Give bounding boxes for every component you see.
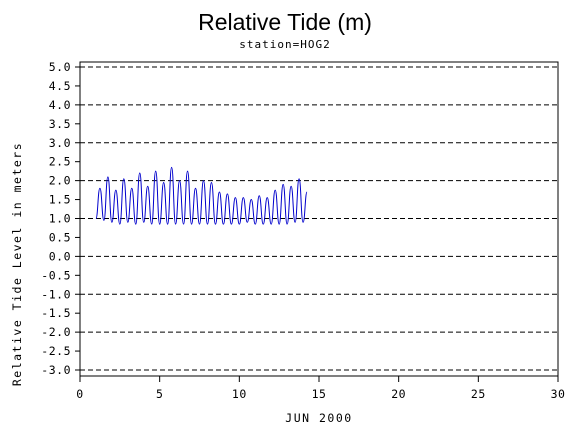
x-axis: 0 5 10 15 20 25 30: [76, 376, 565, 401]
x-axis-label: JUN 2000: [285, 411, 352, 425]
chart-subtitle: station=HOG2: [239, 38, 330, 51]
series-group: [95, 166, 308, 225]
y-tick-label: 2.5: [49, 155, 71, 169]
y-tick-label: 0.5: [49, 230, 71, 244]
chart-title: Relative Tide (m): [198, 9, 372, 35]
y-tick-label: 5.0: [49, 60, 71, 74]
y-tick-label: -3.0: [41, 363, 71, 377]
x-tick-label: 0: [76, 387, 83, 401]
y-tick-label: -1.0: [41, 287, 71, 301]
y-tick-label: 4.0: [49, 98, 71, 112]
y-tick-label: 3.5: [49, 117, 71, 131]
y-tick-label: -1.5: [41, 306, 71, 320]
y-tick-label: 3.0: [49, 136, 71, 150]
grid-lines: [80, 66, 558, 371]
y-tick-label: -2.5: [41, 344, 71, 358]
y-tick-label: -2.0: [41, 325, 71, 339]
y-tick-label: 2.0: [49, 174, 71, 188]
x-tick-label: 5: [156, 387, 163, 401]
y-tick-label: 0.0: [49, 249, 71, 263]
y-tick-label: 4.5: [49, 79, 71, 93]
y-axis-label: Relative Tide Level in meters: [10, 142, 24, 386]
plot-frame: [79, 61, 559, 377]
y-tick-label: 1.5: [49, 193, 71, 207]
x-tick-label: 30: [551, 387, 566, 401]
y-tick-label: -0.5: [41, 268, 71, 282]
tide-series-line: [95, 166, 308, 225]
y-tick-label: 1.0: [49, 212, 71, 226]
x-tick-label: 10: [232, 387, 247, 401]
y-axis: 5.0 4.5 4.0 3.5 3.0 2.5 2.0 1.5 1.0 0.5 0.0 -0.5 -1.…: [41, 60, 80, 377]
x-tick-label: 20: [391, 387, 406, 401]
x-tick-label: 25: [471, 387, 486, 401]
x-tick-label: 15: [312, 387, 327, 401]
